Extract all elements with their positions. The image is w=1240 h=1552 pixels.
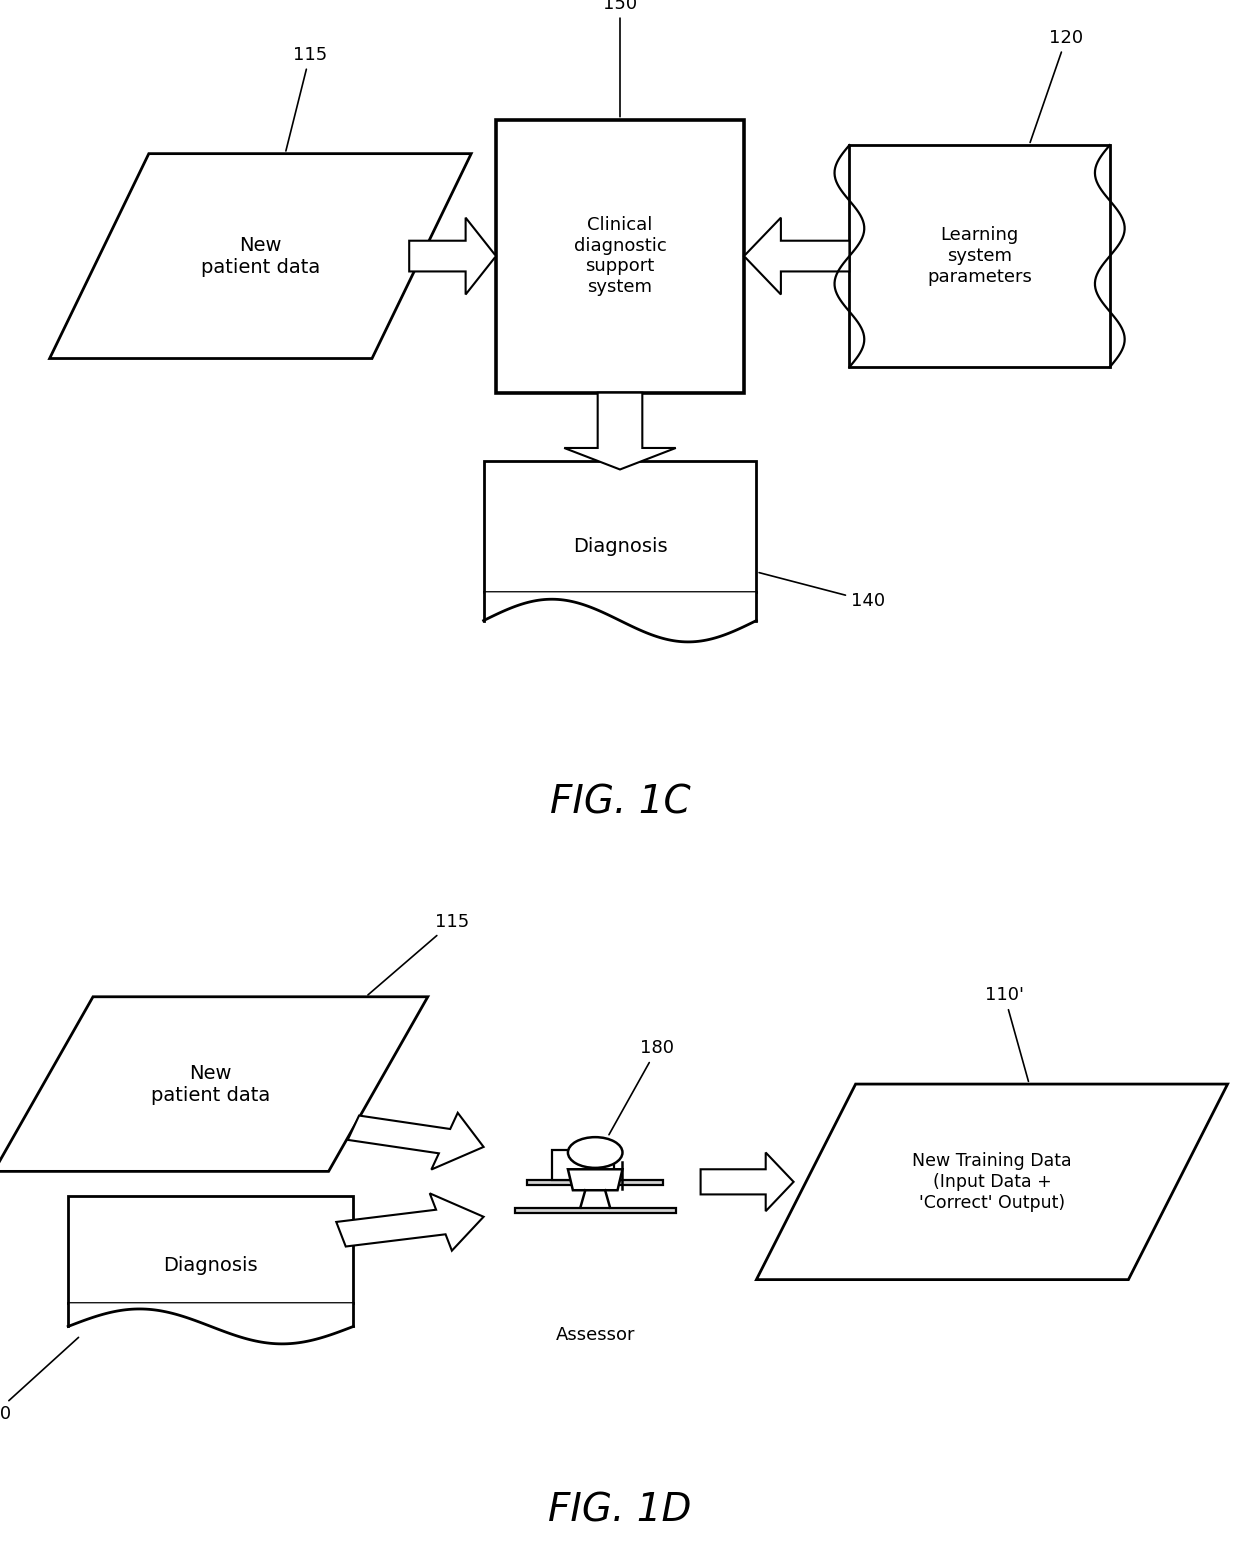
Text: Diagnosis: Diagnosis	[164, 1256, 258, 1276]
Text: Learning
system
parameters: Learning system parameters	[928, 227, 1032, 286]
Text: 115: 115	[286, 45, 327, 151]
Text: 180: 180	[609, 1040, 675, 1135]
Polygon shape	[50, 154, 471, 359]
Bar	[552, 1150, 614, 1180]
Polygon shape	[568, 1169, 622, 1190]
Text: Clinical
diagnostic
support
system: Clinical diagnostic support system	[574, 216, 666, 296]
Text: Assessor: Assessor	[556, 1327, 635, 1344]
Text: 150: 150	[603, 0, 637, 116]
Text: New
patient data: New patient data	[201, 236, 320, 276]
Polygon shape	[701, 1153, 794, 1211]
Bar	[527, 1180, 663, 1186]
Text: Diagnosis: Diagnosis	[573, 537, 667, 556]
Text: New
patient data: New patient data	[151, 1063, 270, 1105]
Text: FIG. 1D: FIG. 1D	[548, 1491, 692, 1529]
Text: 115: 115	[368, 913, 470, 995]
Polygon shape	[347, 1113, 484, 1170]
Polygon shape	[484, 593, 756, 643]
Bar	[496, 120, 744, 393]
Polygon shape	[564, 393, 676, 469]
Text: New Training Data
(Input Data +
'Correct' Output): New Training Data (Input Data + 'Correct…	[913, 1152, 1071, 1212]
Polygon shape	[0, 996, 428, 1172]
Bar	[849, 146, 1110, 368]
Text: 120: 120	[1030, 28, 1084, 143]
Polygon shape	[756, 1083, 1228, 1279]
Circle shape	[568, 1138, 622, 1167]
Text: FIG. 1C: FIG. 1C	[549, 784, 691, 821]
Text: 110': 110'	[985, 986, 1028, 1082]
Bar	[68, 1195, 353, 1304]
Text: 140: 140	[0, 1338, 78, 1423]
Polygon shape	[409, 217, 496, 295]
Bar	[484, 461, 756, 593]
Text: 140: 140	[759, 573, 885, 610]
Polygon shape	[336, 1193, 484, 1251]
Polygon shape	[744, 217, 849, 295]
Bar	[515, 1207, 676, 1214]
Polygon shape	[68, 1304, 353, 1344]
